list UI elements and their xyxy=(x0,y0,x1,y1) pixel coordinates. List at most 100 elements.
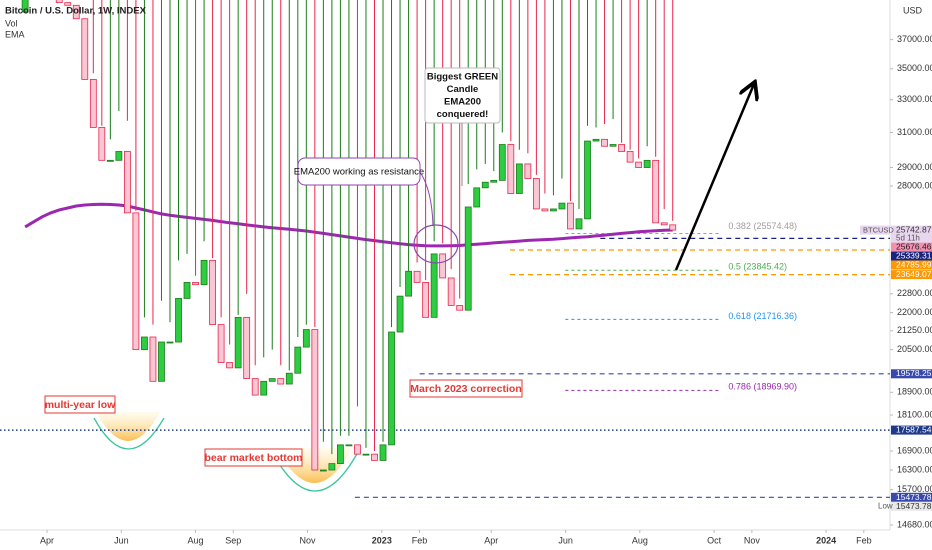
y-tick-label: 33000.00 xyxy=(897,94,932,104)
candle-body xyxy=(379,444,387,461)
price-tag xyxy=(891,270,932,280)
y-tick-label: 21250.00 xyxy=(897,325,932,335)
candle-body xyxy=(575,218,583,230)
price-tag-label: 17587.54 xyxy=(896,425,932,435)
candle-body xyxy=(243,316,251,379)
chart-title: Bitcoin / U.S. Dollar, 1W, INDEX xyxy=(5,6,147,17)
price-tag-label: 25339.31 xyxy=(896,251,932,261)
candle-body xyxy=(72,4,80,20)
candle-body xyxy=(490,179,498,183)
y-tick-label: 15700.00 xyxy=(897,484,932,494)
y-tick-label: 31000.00 xyxy=(897,127,932,137)
y-tick-label: 20500.00 xyxy=(897,344,932,354)
x-tick-label: Nov xyxy=(744,535,761,545)
candle-body xyxy=(473,187,481,208)
candle-body xyxy=(149,336,157,382)
price-tag xyxy=(891,225,932,243)
x-tick-label: Feb xyxy=(856,535,872,545)
candle-body xyxy=(652,159,660,224)
currency-label: USD xyxy=(903,5,923,15)
candle-body xyxy=(106,159,114,162)
candle-body xyxy=(251,378,259,396)
candle-body xyxy=(98,127,106,161)
price-tag xyxy=(891,242,932,252)
fib-label: 0.618 (21716.36) xyxy=(728,311,797,321)
candle-body xyxy=(285,372,293,385)
candle-body xyxy=(166,341,174,344)
low-label: Low xyxy=(878,502,893,511)
candle-body xyxy=(302,329,310,348)
candle-body xyxy=(132,212,140,351)
price-tag-label: 19578.25 xyxy=(896,368,932,378)
annotation-box xyxy=(297,157,421,186)
x-tick-label: Nov xyxy=(300,535,317,545)
candle-body xyxy=(464,206,472,311)
candle-body xyxy=(345,444,353,447)
annotation-text: Biggest GREEN xyxy=(427,72,498,83)
annotation-box xyxy=(409,379,523,398)
candle-body xyxy=(413,270,421,283)
candle-body xyxy=(115,151,123,161)
candle-body xyxy=(319,469,327,472)
x-tick-label: Feb xyxy=(412,535,428,545)
candle-body xyxy=(175,298,182,343)
candle-body xyxy=(643,159,651,168)
plot-area: 0.382 (25574.48) 0.5 (23845.42) 0.618 (217… xyxy=(0,0,890,498)
y-tick-label: 18100.00 xyxy=(897,409,932,419)
y-tick-label: 16300.00 xyxy=(897,464,932,474)
candle-body xyxy=(226,362,234,369)
candle-body xyxy=(567,202,574,230)
annotation-text: March 2023 correction xyxy=(410,383,521,395)
candle-body xyxy=(268,378,276,382)
candle-body xyxy=(64,2,72,6)
y-tick-label: 22000.00 xyxy=(897,307,932,317)
candle-body xyxy=(200,259,208,286)
x-tick-label: Apr xyxy=(484,535,498,545)
x-tick-label: Jun xyxy=(558,535,573,545)
x-tick-label: 2024 xyxy=(816,535,836,545)
candle-body xyxy=(515,163,523,194)
candle-body xyxy=(209,259,216,326)
y-tick-label: 22800.00 xyxy=(897,288,932,298)
candle-body xyxy=(430,253,438,318)
y-tick-label: 35000.00 xyxy=(897,63,932,73)
candle-body xyxy=(541,208,549,212)
annotation-text: EMA200 working as resistance xyxy=(294,167,424,178)
indicator-label: Vol xyxy=(5,18,18,28)
y-tick-label: 37000.00 xyxy=(897,34,932,44)
price-tag xyxy=(891,501,932,511)
price-tag xyxy=(891,369,932,379)
candle-body xyxy=(481,181,489,189)
candle-body xyxy=(89,79,97,128)
price-tag-label: 15473.78 xyxy=(896,501,932,511)
candle-body xyxy=(294,346,302,374)
symbol-tag-label: BTCUSD xyxy=(863,225,894,234)
candle-body xyxy=(524,163,532,179)
fib-label: 0.786 (18969.90) xyxy=(728,382,797,392)
annotation-text: bear market bottom xyxy=(204,452,302,464)
candle-body xyxy=(81,18,89,80)
candle-body xyxy=(498,144,506,181)
candle-body xyxy=(234,316,242,369)
x-tick-label: Oct xyxy=(707,535,722,545)
bowl-highlight xyxy=(96,412,160,441)
candle-body xyxy=(388,331,395,446)
candle-body xyxy=(456,305,464,311)
x-tick-label: Apr xyxy=(40,535,54,545)
drawings xyxy=(413,84,754,271)
price-tag-label: 24785.99 xyxy=(896,260,932,270)
price-tag xyxy=(891,425,932,435)
candle-body xyxy=(123,151,131,214)
price-tag xyxy=(891,492,932,502)
x-tick-label: Aug xyxy=(632,535,648,545)
y-tick-label: 16900.00 xyxy=(897,445,932,455)
candle-body xyxy=(447,277,455,306)
price-tag xyxy=(891,251,932,261)
candle-body xyxy=(439,253,447,279)
candle-body xyxy=(635,161,643,168)
candle-body xyxy=(626,151,634,163)
x-tick-label: Sep xyxy=(225,535,241,545)
candle-body xyxy=(609,144,617,147)
x-tick-label: Jun xyxy=(114,535,129,545)
